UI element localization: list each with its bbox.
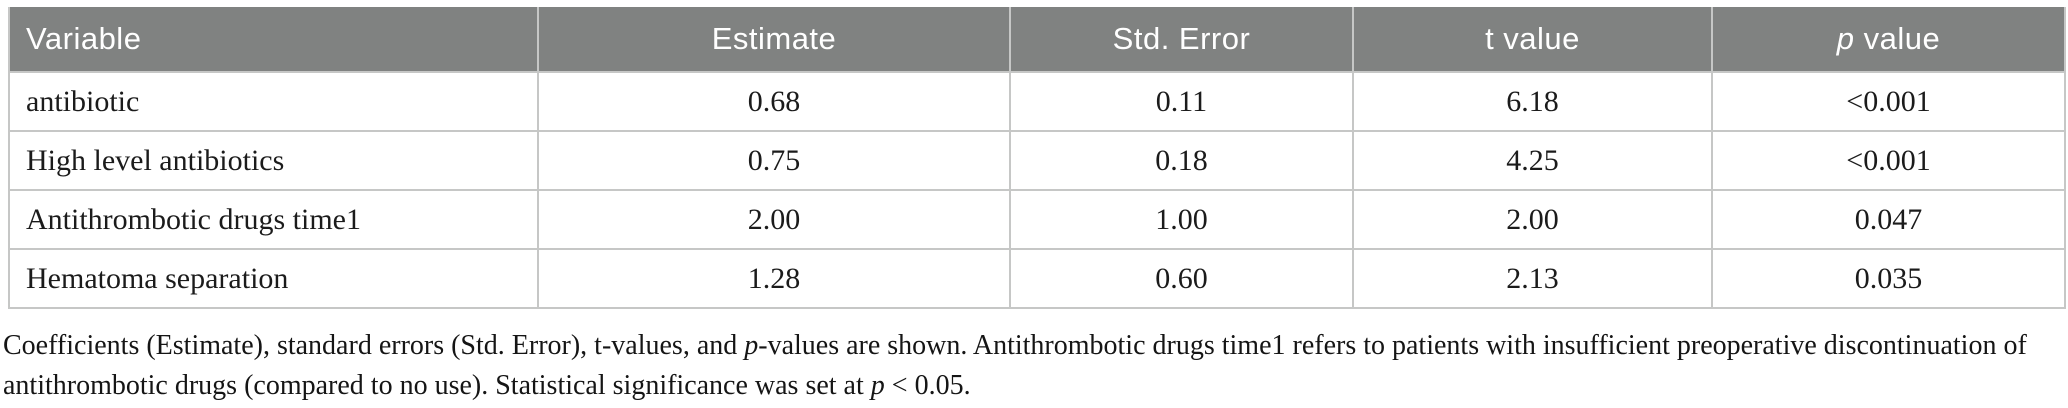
footnote-line: Coefficients (Estimate), standard errors… [3,326,2038,366]
table-row: Hematoma separation 1.28 0.60 2.13 0.035 [8,248,2066,309]
header-variable: Variable [8,7,539,73]
footnote-segment: -values are shown. Antithrombotic drugs … [758,330,2027,361]
cell-variable: High level antibiotics [8,130,539,191]
cell-p-value: <0.001 [1711,71,2066,132]
footnote-segment: Coefficients (Estimate), standard errors… [3,330,745,361]
regression-table: Variable Estimate Std. Error t value p v… [8,7,2066,309]
footnote-italic-segment: p [870,370,885,401]
table-row: High level antibiotics 0.75 0.18 4.25 <0… [8,130,2066,191]
cell-t-value: 4.25 [1352,130,1713,191]
header-t-value: t value [1352,7,1713,73]
footnote-segment: antithrombotic drugs (compared to no use… [3,370,871,401]
footnote-line: antithrombotic drugs (compared to no use… [3,366,2038,406]
header-p-value: p value [1711,7,2066,73]
cell-std-error: 1.00 [1009,189,1354,250]
table-body: antibiotic 0.68 0.11 6.18 <0.001 High le… [8,71,2066,309]
cell-variable: Hematoma separation [8,248,539,309]
table-row: Antithrombotic drugs time1 2.00 1.00 2.0… [8,189,2066,250]
cell-p-value: 0.047 [1711,189,2066,250]
p-value-rest: value [1854,21,1941,56]
header-std-error: Std. Error [1009,7,1354,73]
cell-variable: antibiotic [8,71,539,132]
cell-std-error: 0.11 [1009,71,1354,132]
table-header-row: Variable Estimate Std. Error t value p v… [8,7,2066,73]
footnote: Coefficients (Estimate), standard errors… [3,326,2038,406]
cell-t-value: 2.13 [1352,248,1713,309]
footnote-italic-segment: p [744,330,759,361]
cell-t-value: 2.00 [1352,189,1713,250]
cell-estimate: 1.28 [537,248,1011,309]
cell-estimate: 0.75 [537,130,1011,191]
cell-p-value: 0.035 [1711,248,2066,309]
cell-variable: Antithrombotic drugs time1 [8,189,539,250]
footnote-segment: < 0.05. [884,370,971,401]
header-estimate: Estimate [537,7,1011,73]
cell-p-value: <0.001 [1711,130,2066,191]
cell-std-error: 0.18 [1009,130,1354,191]
p-value-italic-letter: p [1836,21,1855,56]
cell-estimate: 2.00 [537,189,1011,250]
cell-std-error: 0.60 [1009,248,1354,309]
cell-t-value: 6.18 [1352,71,1713,132]
cell-estimate: 0.68 [537,71,1011,132]
table-row: antibiotic 0.68 0.11 6.18 <0.001 [8,71,2066,132]
